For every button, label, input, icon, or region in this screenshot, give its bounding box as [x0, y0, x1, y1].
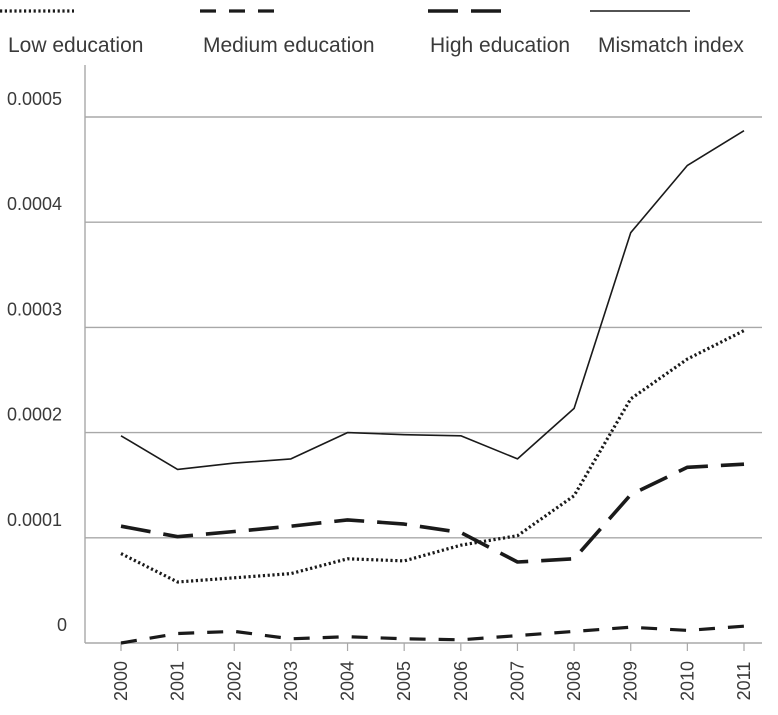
x-tick-label: 2000: [111, 661, 131, 701]
x-tick-label: 2004: [338, 661, 358, 701]
y-tick-label: 0.0002: [7, 405, 62, 425]
series-lines: [120, 130, 745, 645]
series-line-mismatch-index: [120, 130, 745, 471]
y-tick-label: 0.0001: [7, 510, 62, 530]
series-line-medium-education: [120, 624, 745, 645]
x-tick-label: 2007: [507, 661, 527, 701]
axes: [84, 65, 762, 644]
gridlines: [85, 116, 762, 539]
legend-label: High education: [430, 34, 570, 57]
x-axis-ticks: 2000 2001 2002 2003 2004 2005 2006 2007 2008 2009…: [111, 643, 754, 701]
x-tick-label: 2009: [621, 661, 641, 701]
y-tick-label: 0.0004: [7, 194, 62, 214]
legend-label: Low education: [8, 34, 143, 57]
x-tick-label: 2003: [281, 661, 301, 701]
legend: Low education Medium education High educat…: [0, 9, 744, 57]
y-tick-label: 0.0003: [7, 299, 62, 319]
series-line-low-education: [120, 329, 745, 584]
x-tick-label: 2002: [224, 661, 244, 701]
y-tick-label: 0.0005: [7, 89, 62, 109]
x-tick-label: 2005: [394, 661, 414, 701]
y-axis-ticks: 0 0.0001 0.0002 0.0003 0.0004 0.0005: [7, 89, 67, 635]
x-tick-label: 2008: [564, 661, 584, 701]
x-tick-label: 2011: [734, 662, 754, 701]
legend-label: Medium education: [203, 34, 375, 57]
x-tick-label: 2001: [168, 661, 188, 701]
y-tick-label: 0: [57, 615, 67, 635]
series-line-high-education: [120, 462, 745, 564]
x-tick-label: 2010: [677, 661, 697, 701]
legend-label: Mismatch index: [598, 34, 744, 57]
x-tick-label: 2006: [451, 661, 471, 701]
